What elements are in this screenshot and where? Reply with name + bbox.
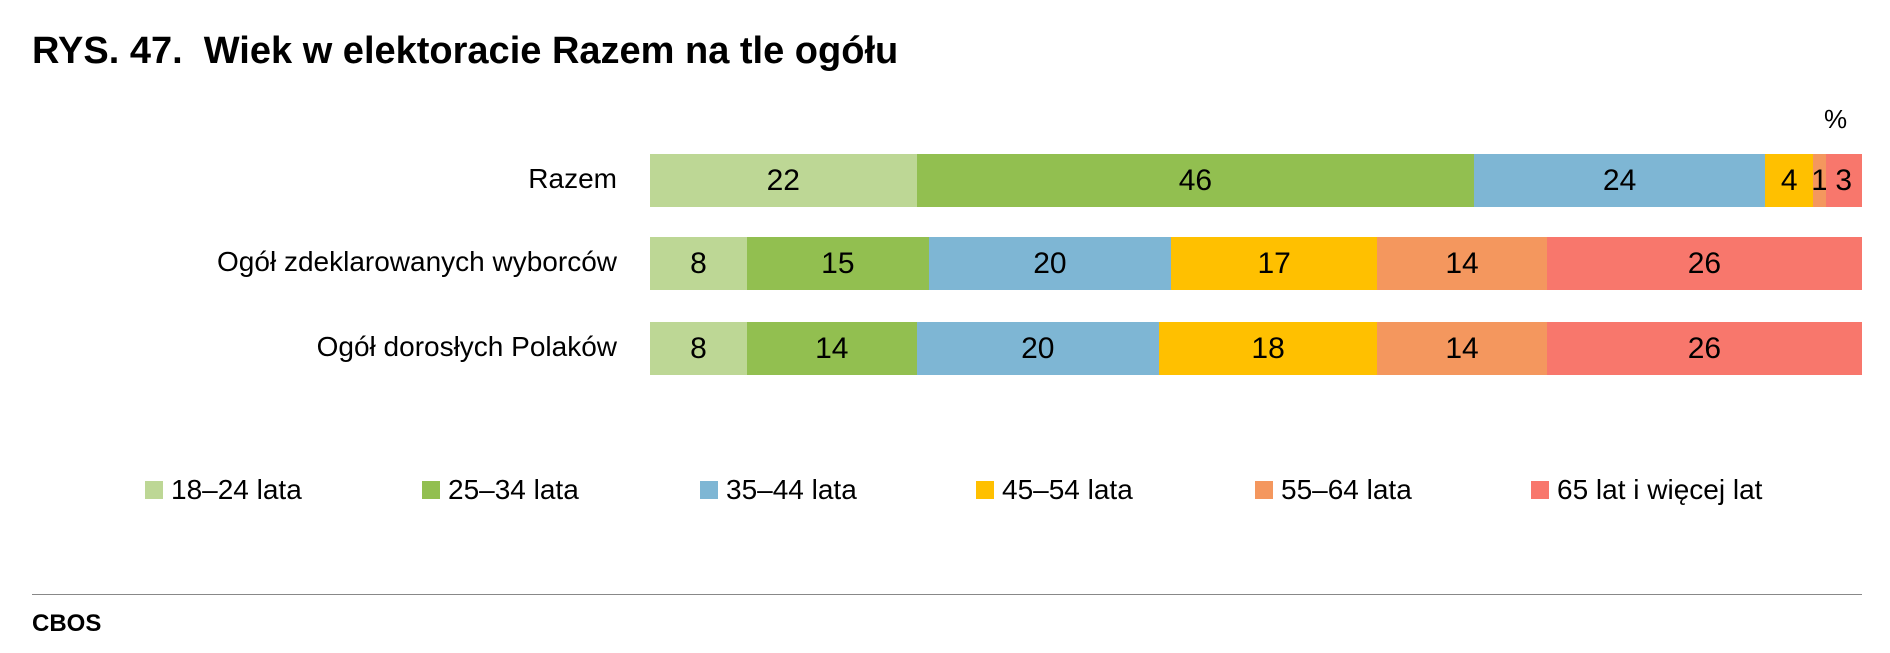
bar-segment: 8 <box>650 322 747 375</box>
legend-swatch <box>422 481 440 499</box>
legend-item: 45–54 lata <box>976 474 1133 506</box>
unit-label: % <box>1824 104 1848 134</box>
source-label: CBOS <box>32 610 102 637</box>
chart-title: RYS. 47. Wiek w elektoracie Razem na tle… <box>32 30 899 72</box>
data-label: 3 <box>1835 163 1853 197</box>
bar-segment: 17 <box>1171 237 1378 290</box>
legend-label: 45–54 lata <box>1002 474 1133 505</box>
bar-segment: 18 <box>1159 322 1378 375</box>
data-label: 4 <box>1780 163 1798 197</box>
data-label: 18 <box>1251 331 1285 365</box>
bar-segment: 24 <box>1474 154 1766 207</box>
data-label: 1 <box>1811 163 1828 197</box>
data-label: 8 <box>690 331 707 365</box>
divider <box>32 594 1862 595</box>
legend-swatch <box>145 481 163 499</box>
data-label: 22 <box>766 163 800 197</box>
data-label: 14 <box>1445 246 1479 280</box>
bar-row: 22 46 24 4 1 3 <box>650 154 1862 207</box>
data-label: 46 <box>1178 163 1213 197</box>
category-label: Ogół dorosłych Polaków <box>316 331 617 362</box>
data-label: 17 <box>1257 246 1291 280</box>
bar-segment: 1 <box>1811 154 1828 207</box>
legend-label: 25–34 lata <box>448 474 579 505</box>
legend-swatch <box>1255 481 1273 499</box>
data-label: 26 <box>1687 331 1722 365</box>
bar-segment: 46 <box>916 154 1475 207</box>
data-label: 20 <box>1021 331 1055 365</box>
bar-segment: 26 <box>1546 237 1862 290</box>
legend-swatch <box>700 481 718 499</box>
bar-segment: 22 <box>650 154 917 207</box>
data-label: 15 <box>821 246 855 280</box>
bar-segment: 3 <box>1825 154 1862 207</box>
data-label: 20 <box>1033 246 1067 280</box>
legend-item: 25–34 lata <box>422 474 579 506</box>
category-label: Ogół zdeklarowanych wyborców <box>217 246 617 277</box>
legend-label: 55–64 lata <box>1281 474 1412 505</box>
bar-segment: 8 <box>650 237 747 290</box>
data-label: 26 <box>1687 246 1722 280</box>
bar-segment: 14 <box>1377 237 1547 290</box>
data-label: 24 <box>1602 163 1637 197</box>
bar-segment: 4 <box>1765 154 1814 207</box>
data-label: 8 <box>690 246 707 280</box>
legend-label: 35–44 lata <box>726 474 857 505</box>
legend-item: 18–24 lata <box>145 474 302 506</box>
bar-segment: 26 <box>1546 322 1862 375</box>
category-label: Razem <box>528 163 617 194</box>
bar-segment: 14 <box>1377 322 1547 375</box>
legend-label: 18–24 lata <box>171 474 302 505</box>
legend-item: 35–44 lata <box>700 474 857 506</box>
data-label: 14 <box>1445 331 1479 365</box>
legend-item: 55–64 lata <box>1255 474 1412 506</box>
bar-segment: 20 <box>928 237 1172 290</box>
bar-row: 8 15 20 17 14 26 <box>650 237 1862 290</box>
bar-segment: 15 <box>746 237 929 290</box>
bar-segment: 20 <box>916 322 1160 375</box>
legend-swatch <box>1531 481 1549 499</box>
bar-row: 8 14 20 18 14 26 <box>650 322 1862 375</box>
legend-label: 65 lat i więcej lat <box>1557 474 1763 505</box>
legend-swatch <box>976 481 994 499</box>
data-label: 14 <box>815 331 849 365</box>
legend-item: 65 lat i więcej lat <box>1531 474 1762 506</box>
bar-segment: 14 <box>746 322 917 375</box>
